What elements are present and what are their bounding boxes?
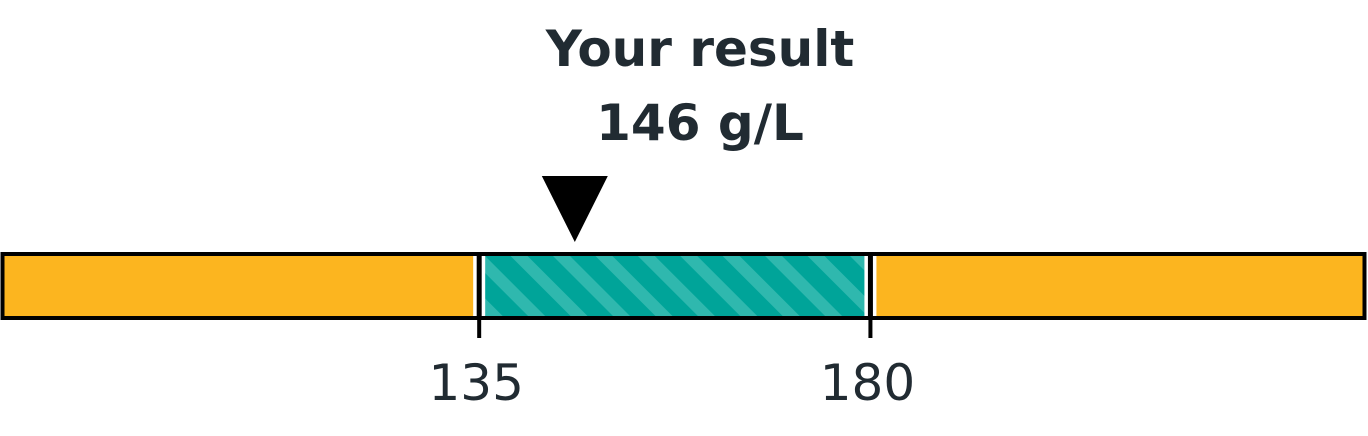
separator-line-low [476,254,482,318]
range-bar-border [0,252,1367,320]
separator-line-high [867,254,873,318]
result-marker [541,176,608,242]
below-range-segment [1,254,480,318]
result-title: Your result [545,20,855,78]
tick-mark-135 [477,314,482,338]
tick-label-180: 180 [820,354,915,412]
tick-mark-180 [868,314,873,338]
above-range-segment [870,254,1366,318]
result-value: 146 g/L [596,94,804,152]
range-separators [473,254,877,318]
tick-label-135: 135 [428,354,523,412]
normal-range-segment [479,254,871,318]
axis-ticks: 135 180 [428,314,915,412]
